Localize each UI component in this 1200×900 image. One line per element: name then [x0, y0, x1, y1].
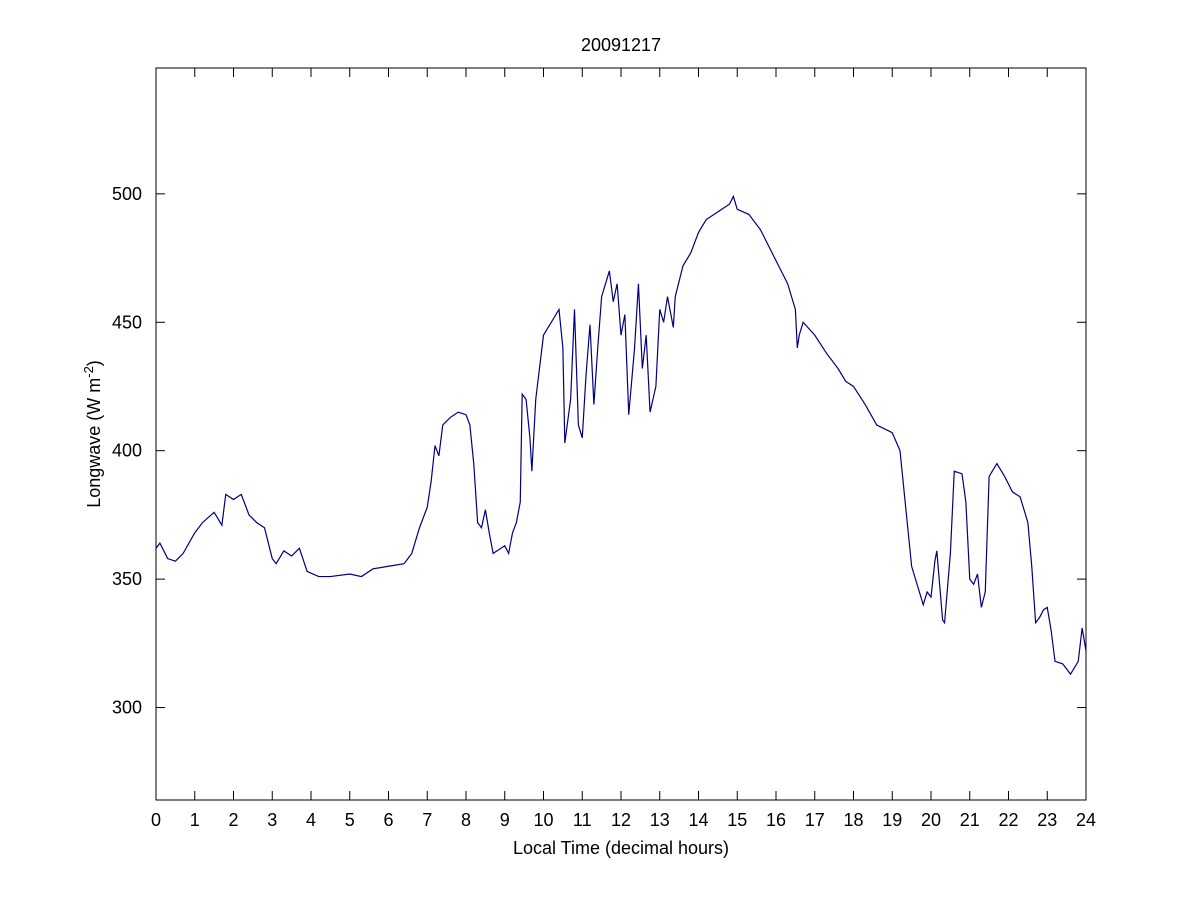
x-tick-label: 0 [151, 810, 161, 830]
x-tick-label: 10 [533, 810, 553, 830]
x-tick-label: 9 [500, 810, 510, 830]
x-tick-label: 2 [228, 810, 238, 830]
x-tick-label: 24 [1076, 810, 1096, 830]
x-tick-label: 1 [190, 810, 200, 830]
x-tick-label: 23 [1037, 810, 1057, 830]
x-axis-label: Local Time (decimal hours) [513, 838, 729, 858]
x-tick-label: 18 [843, 810, 863, 830]
y-axis-label-sup: -2 [81, 366, 96, 378]
y-tick-label: 400 [112, 441, 142, 461]
x-tick-label: 20 [921, 810, 941, 830]
x-tick-label: 5 [345, 810, 355, 830]
x-tick-label: 8 [461, 810, 471, 830]
y-axis-label: Longwave (W m-2) [81, 360, 104, 508]
x-tick-label: 6 [383, 810, 393, 830]
x-tick-label: 21 [960, 810, 980, 830]
x-tick-label: 3 [267, 810, 277, 830]
x-tick-label: 22 [998, 810, 1018, 830]
x-tick-label: 12 [611, 810, 631, 830]
y-axis-label-end: ) [84, 360, 104, 366]
x-tick-label: 4 [306, 810, 316, 830]
x-tick-label: 13 [650, 810, 670, 830]
data-line [155, 194, 1087, 676]
x-tick-label: 16 [766, 810, 786, 830]
y-tick-label: 350 [112, 569, 142, 589]
x-tick-label: 11 [573, 810, 592, 830]
plot-frame [155, 67, 1087, 801]
x-tick-label: 19 [882, 810, 902, 830]
x-tick-label: 7 [422, 810, 432, 830]
chart-title: 20091217 [581, 35, 661, 55]
x-tick-label: 15 [727, 810, 747, 830]
y-tick-label: 500 [112, 184, 142, 204]
x-tick-label: 14 [688, 810, 708, 830]
y-tick-label: 300 [112, 698, 142, 718]
y-axis-label-text: Longwave (W m [84, 378, 104, 508]
x-tick-label: 17 [805, 810, 825, 830]
y-tick-label: 450 [112, 312, 142, 332]
